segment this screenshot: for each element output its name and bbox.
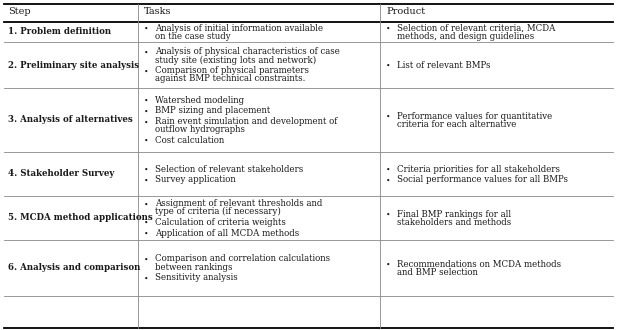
Text: •: • (386, 62, 391, 70)
Text: •: • (144, 256, 149, 264)
Text: criteria for each alternative: criteria for each alternative (397, 120, 516, 129)
Text: •: • (386, 25, 391, 33)
Text: Selection of relevant stakeholders: Selection of relevant stakeholders (155, 165, 303, 174)
Text: type of criteria (if necessary): type of criteria (if necessary) (155, 207, 281, 216)
Text: Calculation of criteria weights: Calculation of criteria weights (155, 218, 286, 227)
Text: Social performance values for all BMPs: Social performance values for all BMPs (397, 175, 568, 184)
Text: 2. Preliminary site analysis: 2. Preliminary site analysis (8, 60, 139, 70)
Text: study site (existing lots and network): study site (existing lots and network) (155, 55, 317, 65)
Text: between rankings: between rankings (155, 263, 233, 272)
Text: •: • (144, 49, 149, 56)
Text: 6. Analysis and comparison: 6. Analysis and comparison (8, 263, 141, 273)
Text: Watershed modeling: Watershed modeling (155, 96, 244, 105)
Text: •: • (144, 177, 149, 184)
Text: •: • (144, 275, 149, 282)
Text: •: • (144, 219, 149, 227)
Text: 4. Stakeholder Survey: 4. Stakeholder Survey (8, 170, 114, 179)
Text: on the case study: on the case study (155, 32, 231, 41)
Text: Tasks: Tasks (144, 7, 172, 16)
Text: BMP sizing and placement: BMP sizing and placement (155, 107, 270, 116)
Text: Recommendations on MCDA methods: Recommendations on MCDA methods (397, 260, 561, 269)
Text: Comparison and correlation calculations: Comparison and correlation calculations (155, 254, 330, 263)
Text: Application of all MCDA methods: Application of all MCDA methods (155, 229, 299, 238)
Text: outflow hydrographs: outflow hydrographs (155, 125, 245, 134)
Text: •: • (386, 177, 391, 184)
Text: •: • (386, 211, 391, 219)
Text: •: • (144, 108, 149, 116)
Text: •: • (144, 200, 149, 208)
Text: Assignment of relevant thresholds and: Assignment of relevant thresholds and (155, 199, 322, 208)
Text: Step: Step (8, 7, 31, 16)
Text: stakeholders and methods: stakeholders and methods (397, 218, 511, 227)
Text: 3. Analysis of alternatives: 3. Analysis of alternatives (8, 115, 133, 124)
Text: •: • (144, 67, 149, 76)
Text: •: • (144, 118, 149, 126)
Text: Rain event simulation and development of: Rain event simulation and development of (155, 117, 337, 126)
Text: •: • (386, 261, 391, 269)
Text: and BMP selection: and BMP selection (397, 268, 478, 277)
Text: against BMP technical constraints.: against BMP technical constraints. (155, 75, 305, 83)
Text: Survey application: Survey application (155, 175, 236, 184)
Text: Criteria priorities for all stakeholders: Criteria priorities for all stakeholders (397, 165, 560, 174)
Text: •: • (386, 113, 391, 121)
Text: Performance values for quantitative: Performance values for quantitative (397, 112, 552, 121)
Text: 1. Problem definition: 1. Problem definition (8, 27, 111, 37)
Text: Comparison of physical parameters: Comparison of physical parameters (155, 66, 309, 75)
Text: •: • (144, 230, 149, 238)
Text: •: • (144, 25, 149, 33)
Text: Cost calculation: Cost calculation (155, 136, 224, 145)
Text: •: • (144, 97, 149, 105)
Text: Selection of relevant criteria, MCDA: Selection of relevant criteria, MCDA (397, 24, 555, 33)
Text: •: • (386, 166, 391, 174)
Text: Sensitivity analysis: Sensitivity analysis (155, 273, 238, 282)
Text: 5. MCDA method applications: 5. MCDA method applications (8, 214, 153, 222)
Text: •: • (144, 166, 149, 174)
Text: Analysis of initial information available: Analysis of initial information availabl… (155, 24, 323, 33)
Text: •: • (144, 137, 149, 145)
Text: Product: Product (386, 7, 425, 16)
Text: Analysis of physical characteristics of case: Analysis of physical characteristics of … (155, 47, 340, 56)
Text: List of relevant BMPs: List of relevant BMPs (397, 61, 491, 70)
Text: methods, and design guidelines: methods, and design guidelines (397, 32, 534, 41)
Text: Final BMP rankings for all: Final BMP rankings for all (397, 210, 511, 219)
